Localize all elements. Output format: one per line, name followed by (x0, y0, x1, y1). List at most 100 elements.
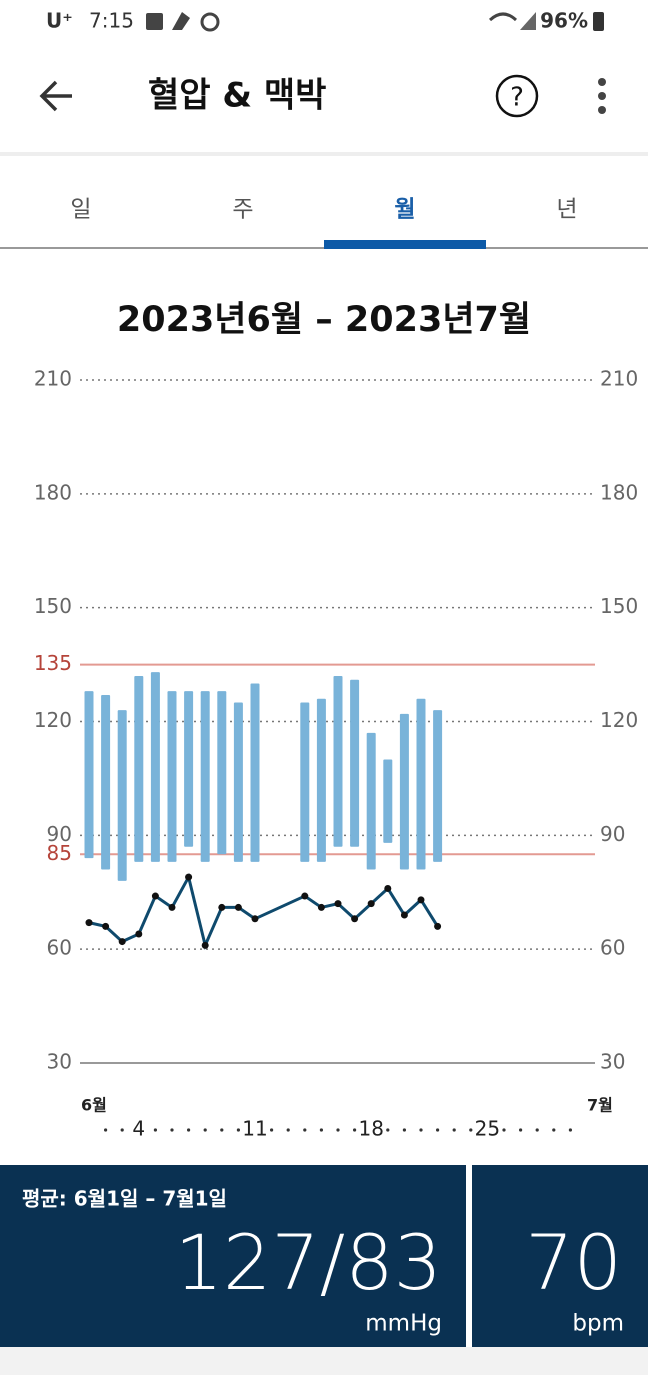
x-tick-label: 25 (475, 1117, 500, 1141)
bp-range-bar (350, 679, 360, 847)
tab-indicator (324, 240, 486, 249)
tab[interactable]: 주 (232, 197, 253, 223)
carrier: U⁺ (46, 9, 73, 33)
x-day-dot (270, 1128, 274, 1132)
plot: 30 60 90 120 150 180 210 30 60 90 120 150 180 210 85 13… (34, 367, 638, 1141)
x-day-dot (353, 1128, 357, 1132)
app-title: 혈압 & 맥박 (148, 76, 326, 116)
bp-range-bar (101, 694, 111, 870)
bp-panel (0, 1165, 466, 1347)
x-day-dot (535, 1128, 539, 1132)
bp-range-bar (184, 691, 194, 847)
y2-tick-label: 210 (600, 367, 638, 391)
bp-range-bar (134, 675, 144, 862)
help-glyph: ? (510, 83, 524, 113)
x-day-dot (203, 1128, 207, 1132)
pulse-unit: bpm (572, 1311, 624, 1337)
bp-range-bar (150, 672, 160, 862)
pulse-point (301, 892, 309, 900)
pulse-point (251, 915, 259, 923)
y-tick-label: 90 (47, 822, 72, 846)
pulse-point (351, 915, 359, 923)
bottom-bg (0, 1347, 648, 1375)
status-icon (200, 12, 220, 32)
pulse-value: 70 (525, 1218, 622, 1307)
x-day-dot (519, 1128, 523, 1132)
header-bg (0, 0, 648, 152)
pulse-point (400, 911, 408, 919)
bp-range-bar (300, 702, 310, 862)
battery-text: 96% (540, 9, 588, 33)
x-day-dot (552, 1128, 556, 1132)
bp-range-bar (366, 732, 376, 870)
x-day-dot (286, 1128, 290, 1132)
x-day-dot (436, 1128, 440, 1132)
x-day-dot (402, 1128, 406, 1132)
tab[interactable]: 일 (70, 197, 91, 223)
pulse-point (384, 884, 392, 892)
y2-tick-label: 150 (600, 594, 638, 618)
pulse-point (102, 922, 110, 930)
pulse-point (135, 930, 143, 938)
x-day-dot (319, 1128, 323, 1132)
x-day-dot (153, 1128, 157, 1132)
battery-icon (593, 12, 604, 31)
y-tick-label: 180 (34, 480, 72, 504)
pulse-point (185, 873, 193, 881)
pulse-point (334, 900, 342, 908)
bp-range-bar (433, 710, 443, 862)
x-tick-label: 4 (132, 1117, 145, 1141)
x-tick-label: 6월 (81, 1096, 107, 1115)
pulse-point (367, 900, 375, 908)
pulse-point (201, 941, 209, 949)
tab-selected[interactable]: 월 (394, 197, 415, 223)
pulse-point (234, 903, 242, 911)
bp-range-bar (316, 698, 326, 862)
x-day-dot (469, 1128, 473, 1132)
wifi-icon (488, 12, 518, 22)
pulse-point (317, 903, 325, 911)
y2-tick-label: 90 (600, 822, 625, 846)
pulse-point (151, 892, 159, 900)
tab[interactable]: 년 (556, 197, 577, 223)
x-day-dot (120, 1128, 124, 1132)
x-day-dot (170, 1128, 174, 1132)
bp-range-bar (399, 713, 409, 870)
status-icon (172, 12, 190, 30)
pulse-point (218, 903, 226, 911)
bp-range-bar (84, 691, 94, 859)
bp-range-bar (233, 702, 243, 862)
bp-range-bar (117, 710, 127, 881)
header-shadow (0, 152, 648, 156)
menu-button[interactable] (598, 78, 606, 114)
y2-tick-label: 120 (600, 708, 638, 732)
y-tick-label: 210 (34, 367, 72, 391)
bp-range-bar (200, 691, 210, 862)
x-day-dot (187, 1128, 191, 1132)
y-tick-label: 120 (34, 708, 72, 732)
x-day-dot (336, 1128, 340, 1132)
x-day-dot (386, 1128, 390, 1132)
back-button[interactable] (39, 80, 72, 112)
signal-icon (520, 12, 536, 30)
x-day-dot (104, 1128, 108, 1132)
x-tick-label: 11 (242, 1117, 267, 1141)
time: 7:15 (89, 9, 134, 33)
bp-range-bar (333, 675, 343, 847)
x-day-dot (236, 1128, 240, 1132)
bp-range-bar (250, 683, 260, 862)
help-button[interactable] (495, 74, 539, 118)
x-day-dot (220, 1128, 224, 1132)
x-day-dot (419, 1128, 423, 1132)
bp-range-bar (217, 691, 227, 855)
bp-range-bar (416, 698, 426, 870)
bp-range-bar (383, 759, 393, 843)
y2-tick-label: 30 (600, 1050, 625, 1074)
pulse-point (118, 938, 126, 946)
bp-value: 127/83 (175, 1218, 442, 1307)
bp-range-bar (167, 691, 177, 862)
x-tick-label: 7월 (587, 1096, 613, 1115)
y2-tick-label: 60 (600, 936, 625, 960)
x-day-dot (502, 1128, 506, 1132)
